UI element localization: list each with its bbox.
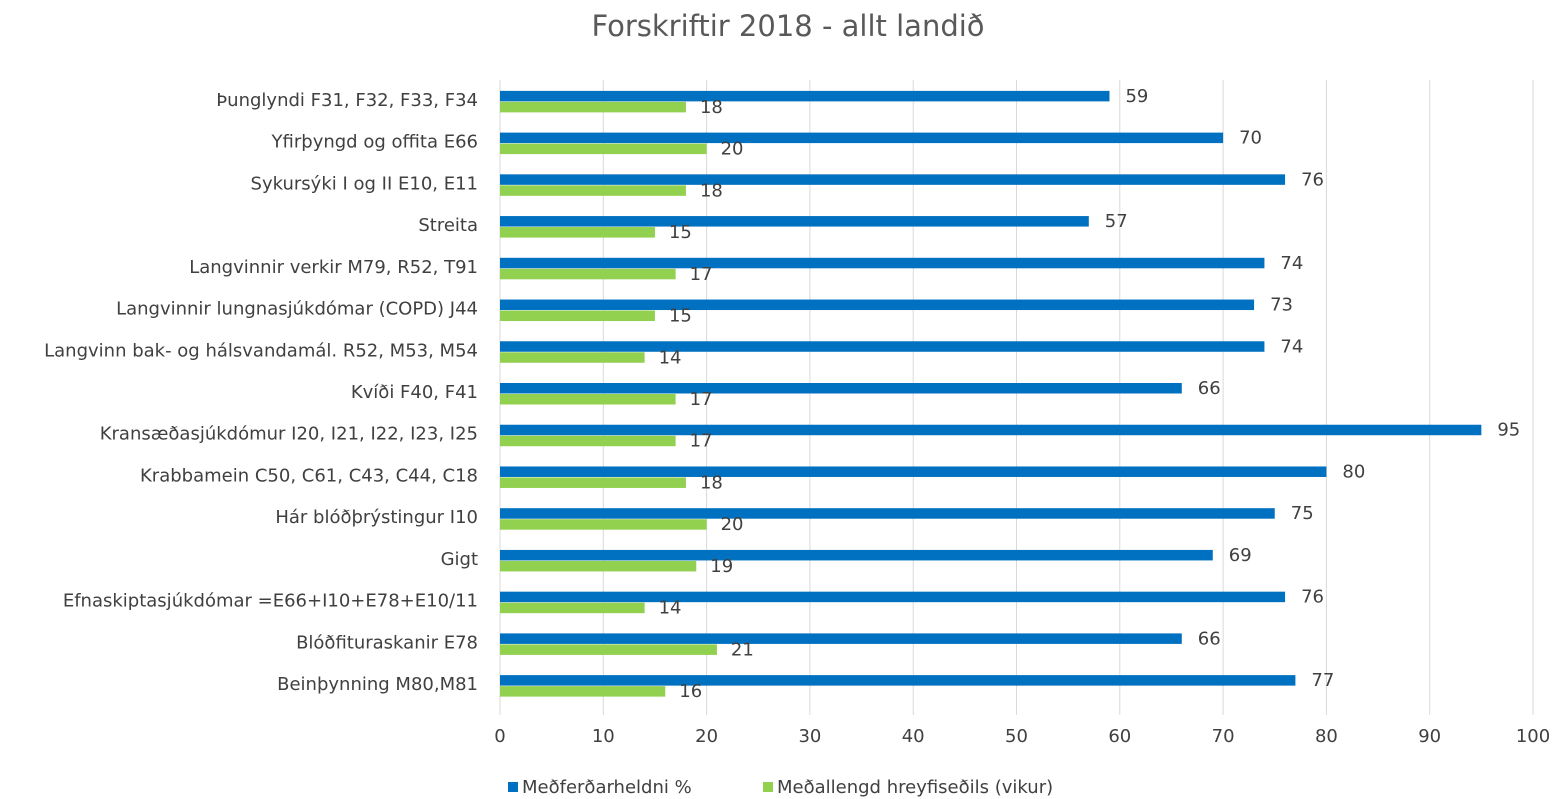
bar — [500, 686, 666, 697]
data-label: 66 — [1198, 378, 1221, 399]
bar — [500, 466, 1327, 477]
data-label: 18 — [700, 472, 723, 493]
bar — [500, 310, 655, 322]
data-label: 14 — [659, 347, 682, 368]
data-label: 75 — [1291, 503, 1314, 524]
bar — [500, 591, 1286, 603]
bar — [500, 644, 717, 655]
x-tick-label: 100 — [1516, 726, 1550, 747]
x-tick-label: 60 — [1108, 726, 1131, 747]
x-tick-label: 10 — [592, 726, 615, 747]
x-tick-label: 30 — [798, 726, 821, 747]
legend-label: Meðferðarheldni % — [522, 777, 692, 798]
y-tick-label: Efnaskiptasjúkdómar =E66+I10+E78+E10/11 — [63, 591, 478, 612]
data-label: 95 — [1497, 420, 1520, 441]
x-tick-label: 40 — [902, 726, 925, 747]
data-label: 59 — [1125, 86, 1148, 107]
bar — [500, 143, 707, 155]
bar — [500, 508, 1275, 519]
data-label: 57 — [1105, 211, 1128, 232]
bar — [500, 602, 645, 614]
y-tick-label: Krabbamein C50, C61, C43, C44, C18 — [140, 465, 478, 486]
y-tick-label: Gigt — [441, 549, 478, 570]
bar — [500, 352, 645, 363]
bar — [500, 519, 707, 530]
bar — [500, 394, 676, 405]
bar — [500, 435, 676, 447]
x-tick-label: 70 — [1212, 726, 1235, 747]
bar — [500, 268, 676, 280]
y-tick-label: Langvinnir lungnasjúkdómar (COPD) J44 — [116, 299, 478, 320]
data-label: 15 — [669, 306, 692, 327]
bar — [500, 383, 1182, 394]
data-label: 76 — [1301, 587, 1324, 608]
y-tick-label: Kvíði F40, F41 — [351, 382, 478, 403]
legend-swatch — [763, 782, 773, 792]
data-label: 76 — [1301, 169, 1324, 190]
bar — [500, 257, 1265, 269]
y-tick-label: Langvinnir verkir M79, R52, T91 — [189, 257, 478, 278]
data-label: 21 — [731, 639, 754, 660]
bar — [500, 227, 655, 238]
y-tick-label: Sykursýki I og II E10, E11 — [251, 173, 478, 194]
data-label: 17 — [690, 431, 713, 452]
chart-title: Forskriftir 2018 - allt landið — [591, 9, 984, 43]
y-tick-label: Kransæðasjúkdómur I20, I21, I22, I23, I2… — [100, 424, 478, 445]
data-label: 73 — [1270, 295, 1293, 316]
bar — [500, 549, 1213, 561]
bar — [500, 633, 1182, 644]
y-tick-label: Blóðfituraskanir E78 — [296, 632, 478, 653]
legend-swatch — [508, 782, 518, 792]
data-label: 74 — [1280, 253, 1303, 274]
bar — [500, 299, 1255, 311]
data-label: 17 — [690, 389, 713, 410]
data-label: 18 — [700, 180, 723, 201]
bar — [500, 424, 1482, 436]
y-tick-label: Yfirþyngd og offita E66 — [271, 132, 478, 153]
data-label: 20 — [721, 514, 744, 535]
y-tick-label: Langvinn bak- og hálsvandamál. R52, M53,… — [44, 340, 478, 361]
data-label: 16 — [679, 681, 702, 702]
data-label: 77 — [1311, 670, 1334, 691]
bar — [500, 174, 1286, 185]
bar — [500, 560, 697, 572]
data-label: 70 — [1239, 128, 1262, 149]
x-tick-label: 80 — [1315, 726, 1338, 747]
y-tick-label: Þunglyndi F31, F32, F33, F34 — [216, 90, 478, 111]
data-label: 74 — [1280, 336, 1303, 357]
bar — [500, 216, 1089, 227]
data-label: 20 — [721, 139, 744, 160]
x-tick-label: 0 — [494, 726, 505, 747]
data-label: 66 — [1198, 628, 1221, 649]
data-label: 19 — [710, 556, 733, 577]
bar — [500, 675, 1296, 686]
data-label: 69 — [1229, 545, 1252, 566]
data-label: 80 — [1342, 461, 1365, 482]
bar — [500, 132, 1224, 144]
bar — [500, 101, 686, 113]
bar — [500, 477, 686, 488]
bar — [500, 341, 1265, 352]
data-label: 15 — [669, 222, 692, 243]
y-tick-label: Streita — [418, 215, 478, 236]
x-tick-label: 20 — [695, 726, 718, 747]
legend-label: Meðallengd hreyfiseðils (vikur) — [777, 777, 1053, 798]
data-label: 14 — [659, 598, 682, 619]
bar — [500, 185, 686, 196]
x-tick-label: 50 — [1005, 726, 1028, 747]
y-tick-label: Beinþynning M80,M81 — [277, 674, 478, 695]
data-label: 18 — [700, 97, 723, 118]
x-tick-label: 90 — [1418, 726, 1441, 747]
y-tick-label: Hár blóðþrýstingur I10 — [275, 507, 478, 528]
bar — [500, 90, 1110, 102]
data-label: 17 — [690, 264, 713, 285]
